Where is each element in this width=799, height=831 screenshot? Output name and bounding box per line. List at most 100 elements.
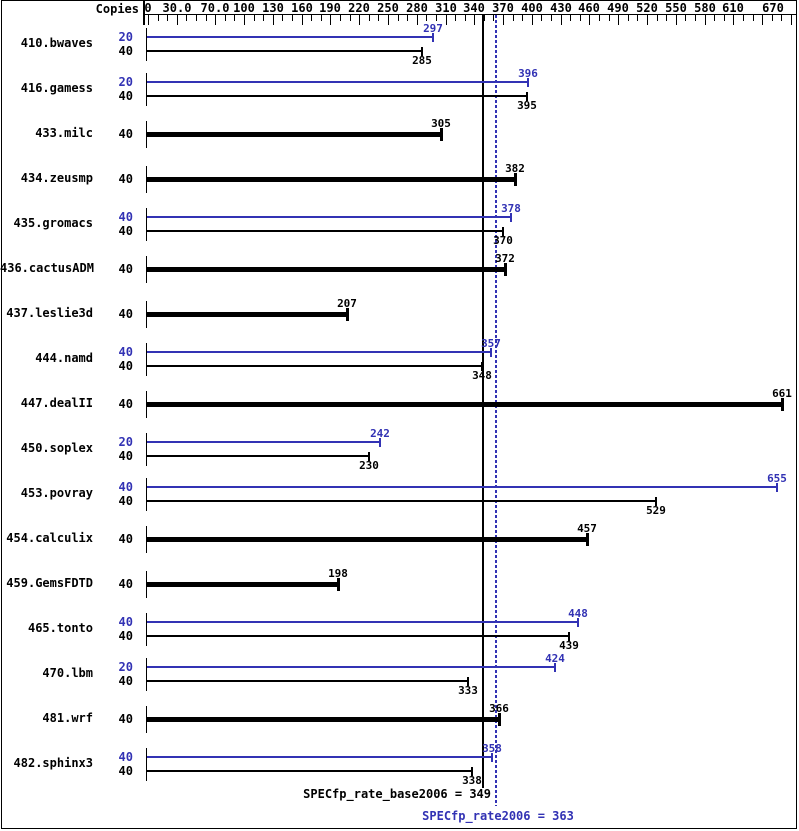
group-axis-bracket <box>146 613 147 646</box>
axis-tick-label: 370 <box>492 1 514 15</box>
axis-major-tick <box>359 15 360 25</box>
axis-tick-label: 220 <box>348 1 370 15</box>
value-label: 448 <box>568 607 588 620</box>
group-axis-bracket <box>146 28 147 61</box>
axis-major-tick <box>148 15 149 25</box>
axis-minor-tick <box>628 15 629 21</box>
copies-label: 40 <box>118 764 133 778</box>
axis-tick-label: 310 <box>435 1 457 15</box>
axis-minor-tick <box>234 15 235 21</box>
copies-label: 40 <box>118 262 133 276</box>
axis-minor-tick <box>340 15 341 21</box>
axis-minor-tick <box>570 15 571 21</box>
axis-minor-tick <box>350 15 351 21</box>
value-label: 285 <box>412 54 432 67</box>
group-axis-bracket <box>146 658 147 691</box>
axis-minor-tick <box>465 15 466 21</box>
axis-major-tick <box>647 15 648 25</box>
base-bar <box>147 230 503 232</box>
bar-endcap <box>504 263 507 276</box>
copies-label: 40 <box>118 532 133 546</box>
copies-label: 20 <box>118 30 133 44</box>
group-axis-bracket <box>146 121 147 148</box>
axis-major-tick <box>676 15 677 25</box>
bar-endcap <box>491 753 493 762</box>
copies-label: 40 <box>118 750 133 764</box>
base-bar <box>147 500 656 502</box>
axis-tick-label: 490 <box>607 1 629 15</box>
bar-endcap <box>421 47 423 56</box>
copies-label: 40 <box>118 674 133 688</box>
bar-endcap <box>776 483 778 492</box>
axis-origin-line <box>143 0 145 25</box>
axis-minor-tick <box>378 15 379 21</box>
bar-endcap <box>467 677 469 686</box>
base-bar <box>147 680 468 682</box>
axis-tick-label: 430 <box>550 1 572 15</box>
copies-label: 40 <box>118 127 133 141</box>
axis-minor-tick <box>282 15 283 21</box>
axis-major-tick <box>215 15 216 25</box>
benchmark-label: 459.GemsFDTD <box>6 576 93 590</box>
axis-minor-tick <box>781 15 782 21</box>
axis-major-tick <box>388 15 389 25</box>
value-label: 396 <box>518 67 538 80</box>
peak-bar <box>147 81 528 83</box>
copies-label: 40 <box>118 210 133 224</box>
value-label: 424 <box>545 652 565 665</box>
axis-tick-label: 400 <box>521 1 543 15</box>
axis-tick-label: 340 <box>463 1 485 15</box>
axis-minor-tick <box>484 15 485 21</box>
group-axis-bracket <box>146 433 147 466</box>
copies-label: 20 <box>118 75 133 89</box>
copies-label: 40 <box>118 307 133 321</box>
axis-major-tick <box>589 15 590 25</box>
bar-endcap <box>432 33 434 42</box>
group-axis-bracket <box>146 256 147 283</box>
value-label: 305 <box>431 117 451 130</box>
value-label: 207 <box>337 297 357 310</box>
peak-bar <box>147 621 578 623</box>
value-label: 297 <box>423 22 443 35</box>
bar-endcap <box>526 92 528 101</box>
benchmark-label: 436.cactusADM <box>0 261 94 275</box>
peak-reference-line <box>495 15 497 806</box>
basepeak-bar <box>147 132 441 137</box>
copies-label: 40 <box>118 629 133 643</box>
axis-tick-label: 100 <box>233 1 255 15</box>
axis-minor-tick <box>522 15 523 21</box>
axis-major-tick <box>791 15 792 25</box>
copies-label: 40 <box>118 44 133 58</box>
axis-major-tick <box>733 15 734 25</box>
axis-major-tick <box>618 15 619 25</box>
base-reference-line <box>482 15 484 788</box>
value-label: 439 <box>559 639 579 652</box>
basepeak-bar <box>147 717 499 722</box>
copies-label: 40 <box>118 345 133 359</box>
axis-tick-label: 460 <box>578 1 600 15</box>
benchmark-label: 465.tonto <box>27 621 93 635</box>
copies-label: 20 <box>118 660 133 674</box>
copies-label: 40 <box>118 359 133 373</box>
axis-tick-label: 610 <box>722 1 744 15</box>
value-label: 230 <box>359 459 379 472</box>
axis-major-tick <box>244 15 245 25</box>
value-label: 338 <box>462 774 482 787</box>
group-axis-bracket <box>146 748 147 781</box>
axis-minor-tick <box>263 15 264 21</box>
peak-bar <box>147 36 433 38</box>
benchmark-label: 470.lbm <box>42 666 93 680</box>
bar-endcap <box>481 362 483 371</box>
axis-minor-tick <box>657 15 658 21</box>
axis-minor-tick <box>666 15 667 21</box>
axis-minor-tick <box>743 15 744 21</box>
axis-minor-tick <box>455 15 456 21</box>
base-bar <box>147 635 569 637</box>
axis-minor-tick <box>369 15 370 21</box>
axis-major-tick <box>561 15 562 25</box>
axis-tick-label: 190 <box>319 1 341 15</box>
group-axis-bracket <box>146 526 147 553</box>
bar-endcap <box>490 348 492 357</box>
